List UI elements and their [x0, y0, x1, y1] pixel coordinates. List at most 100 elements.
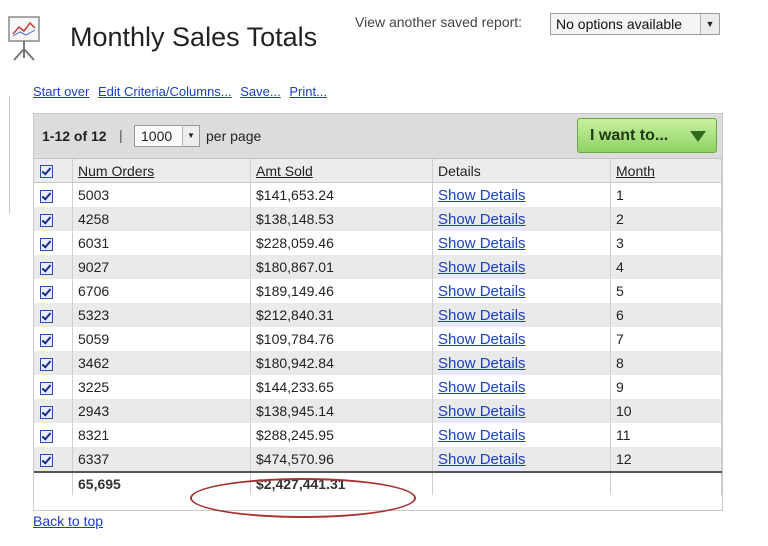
details-cell: Show Details [432, 423, 611, 447]
row-checkbox[interactable] [40, 237, 53, 251]
chevron-down-icon[interactable]: ▼ [700, 14, 719, 34]
col-num-orders[interactable]: Num Orders [72, 159, 251, 183]
num-orders-cell: 3225 [72, 375, 251, 399]
col-amt-sold-label[interactable]: Amt Sold [256, 162, 313, 179]
num-orders-cell: 6031 [72, 231, 251, 255]
edit-criteria-link[interactable]: Edit Criteria/Columns... [97, 84, 232, 99]
row-checkbox[interactable] [40, 309, 53, 323]
select-all-checkbox[interactable] [40, 165, 53, 179]
details-cell: Show Details [432, 399, 611, 423]
details-cell: Show Details [432, 327, 611, 351]
show-details-link[interactable]: Show Details [438, 186, 526, 204]
chevron-down-icon[interactable]: ▼ [182, 126, 199, 146]
month-cell: 10 [610, 399, 722, 423]
report-chart-icon [6, 14, 42, 64]
col-details: Details [432, 159, 611, 183]
num-orders-cell: 5059 [72, 327, 251, 351]
amt-sold-cell: $180,867.01 [250, 255, 433, 279]
amt-sold-cell: $109,784.76 [250, 327, 433, 351]
details-cell: Show Details [432, 279, 611, 303]
month-cell: 2 [610, 207, 722, 231]
month-cell: 11 [610, 423, 722, 447]
print-link[interactable]: Print... [289, 84, 327, 99]
per-page-value: 1000 [141, 128, 173, 144]
amt-sold-cell: $138,148.53 [250, 207, 433, 231]
i-want-to-button[interactable]: I want to... [577, 118, 717, 153]
row-checkbox[interactable] [40, 453, 53, 467]
totals-month-empty [610, 471, 722, 495]
show-details-link[interactable]: Show Details [438, 210, 526, 228]
i-want-to-label: I want to... [590, 127, 669, 144]
amt-sold-cell: $474,570.96 [250, 447, 433, 472]
saved-report-select[interactable]: No options available ▼ [550, 13, 720, 35]
row-checkbox-cell [34, 447, 73, 472]
per-page-label: per page [206, 128, 262, 144]
show-details-link[interactable]: Show Details [438, 330, 526, 348]
show-details-link[interactable]: Show Details [438, 234, 526, 252]
col-num-orders-label[interactable]: Num Orders [78, 162, 155, 179]
show-details-link[interactable]: Show Details [438, 450, 526, 468]
col-month[interactable]: Month [610, 159, 722, 183]
table-row: 6031 $228,059.46 Show Details 3 [34, 231, 722, 255]
toolbar-separator: | [119, 127, 123, 143]
back-to-top-link[interactable]: Back to top [33, 513, 104, 529]
row-checkbox[interactable] [40, 261, 53, 275]
row-checkbox-cell [34, 303, 73, 327]
row-checkbox-cell [34, 207, 73, 231]
num-orders-cell: 2943 [72, 399, 251, 423]
show-details-link[interactable]: Show Details [438, 402, 526, 420]
show-details-link[interactable]: Show Details [438, 306, 526, 324]
show-details-link[interactable]: Show Details [438, 426, 526, 444]
num-orders-cell: 4258 [72, 207, 251, 231]
row-checkbox[interactable] [40, 405, 53, 419]
row-checkbox[interactable] [40, 429, 53, 443]
details-cell: Show Details [432, 447, 611, 472]
table-row: 5323 $212,840.31 Show Details 6 [34, 303, 722, 327]
left-divider [9, 96, 10, 214]
row-checkbox[interactable] [40, 213, 53, 227]
amt-sold-cell: $144,233.65 [250, 375, 433, 399]
show-details-link[interactable]: Show Details [438, 378, 526, 396]
table-header-row: Num Orders Amt Sold Details Month [34, 159, 722, 183]
amt-sold-cell: $138,945.14 [250, 399, 433, 423]
total-orders: 65,695 [72, 471, 251, 495]
table-row: 5059 $109,784.76 Show Details 7 [34, 327, 722, 351]
amt-sold-cell: $189,149.46 [250, 279, 433, 303]
num-orders-cell: 3462 [72, 351, 251, 375]
month-cell: 7 [610, 327, 722, 351]
col-month-label[interactable]: Month [616, 162, 655, 179]
row-checkbox-cell [34, 182, 73, 207]
totals-spacer [34, 471, 73, 495]
row-checkbox[interactable] [40, 285, 53, 299]
sales-table: Num Orders Amt Sold Details Month 5003 $1… [34, 159, 722, 495]
action-links: Start over Edit Criteria/Columns... Save… [33, 84, 332, 99]
saved-report-select-value: No options available [556, 16, 683, 32]
start-over-link[interactable]: Start over [33, 84, 90, 99]
amt-sold-cell: $212,840.31 [250, 303, 433, 327]
row-checkbox-cell [34, 423, 73, 447]
table-row: 5003 $141,653.24 Show Details 1 [34, 182, 722, 207]
row-checkbox[interactable] [40, 357, 53, 371]
per-page-select[interactable]: 1000 ▼ [134, 125, 200, 147]
num-orders-cell: 8321 [72, 423, 251, 447]
row-checkbox-cell [34, 399, 73, 423]
row-checkbox[interactable] [40, 381, 53, 395]
amt-sold-cell: $180,942.84 [250, 351, 433, 375]
amt-sold-cell: $141,653.24 [250, 182, 433, 207]
show-details-link[interactable]: Show Details [438, 258, 526, 276]
table-row: 6706 $189,149.46 Show Details 5 [34, 279, 722, 303]
row-checkbox-cell [34, 279, 73, 303]
total-amount: $2,427,441.31 [250, 471, 433, 495]
record-range: 1-12 of 12 [42, 128, 107, 144]
show-details-link[interactable]: Show Details [438, 282, 526, 300]
col-amt-sold[interactable]: Amt Sold [250, 159, 433, 183]
num-orders-cell: 9027 [72, 255, 251, 279]
show-details-link[interactable]: Show Details [438, 354, 526, 372]
totals-row: 65,695 $2,427,441.31 [34, 471, 722, 495]
save-link[interactable]: Save... [240, 84, 281, 99]
row-checkbox[interactable] [40, 333, 53, 347]
amt-sold-cell: $288,245.95 [250, 423, 433, 447]
triangle-down-icon [690, 131, 706, 142]
row-checkbox[interactable] [40, 189, 53, 203]
details-cell: Show Details [432, 375, 611, 399]
